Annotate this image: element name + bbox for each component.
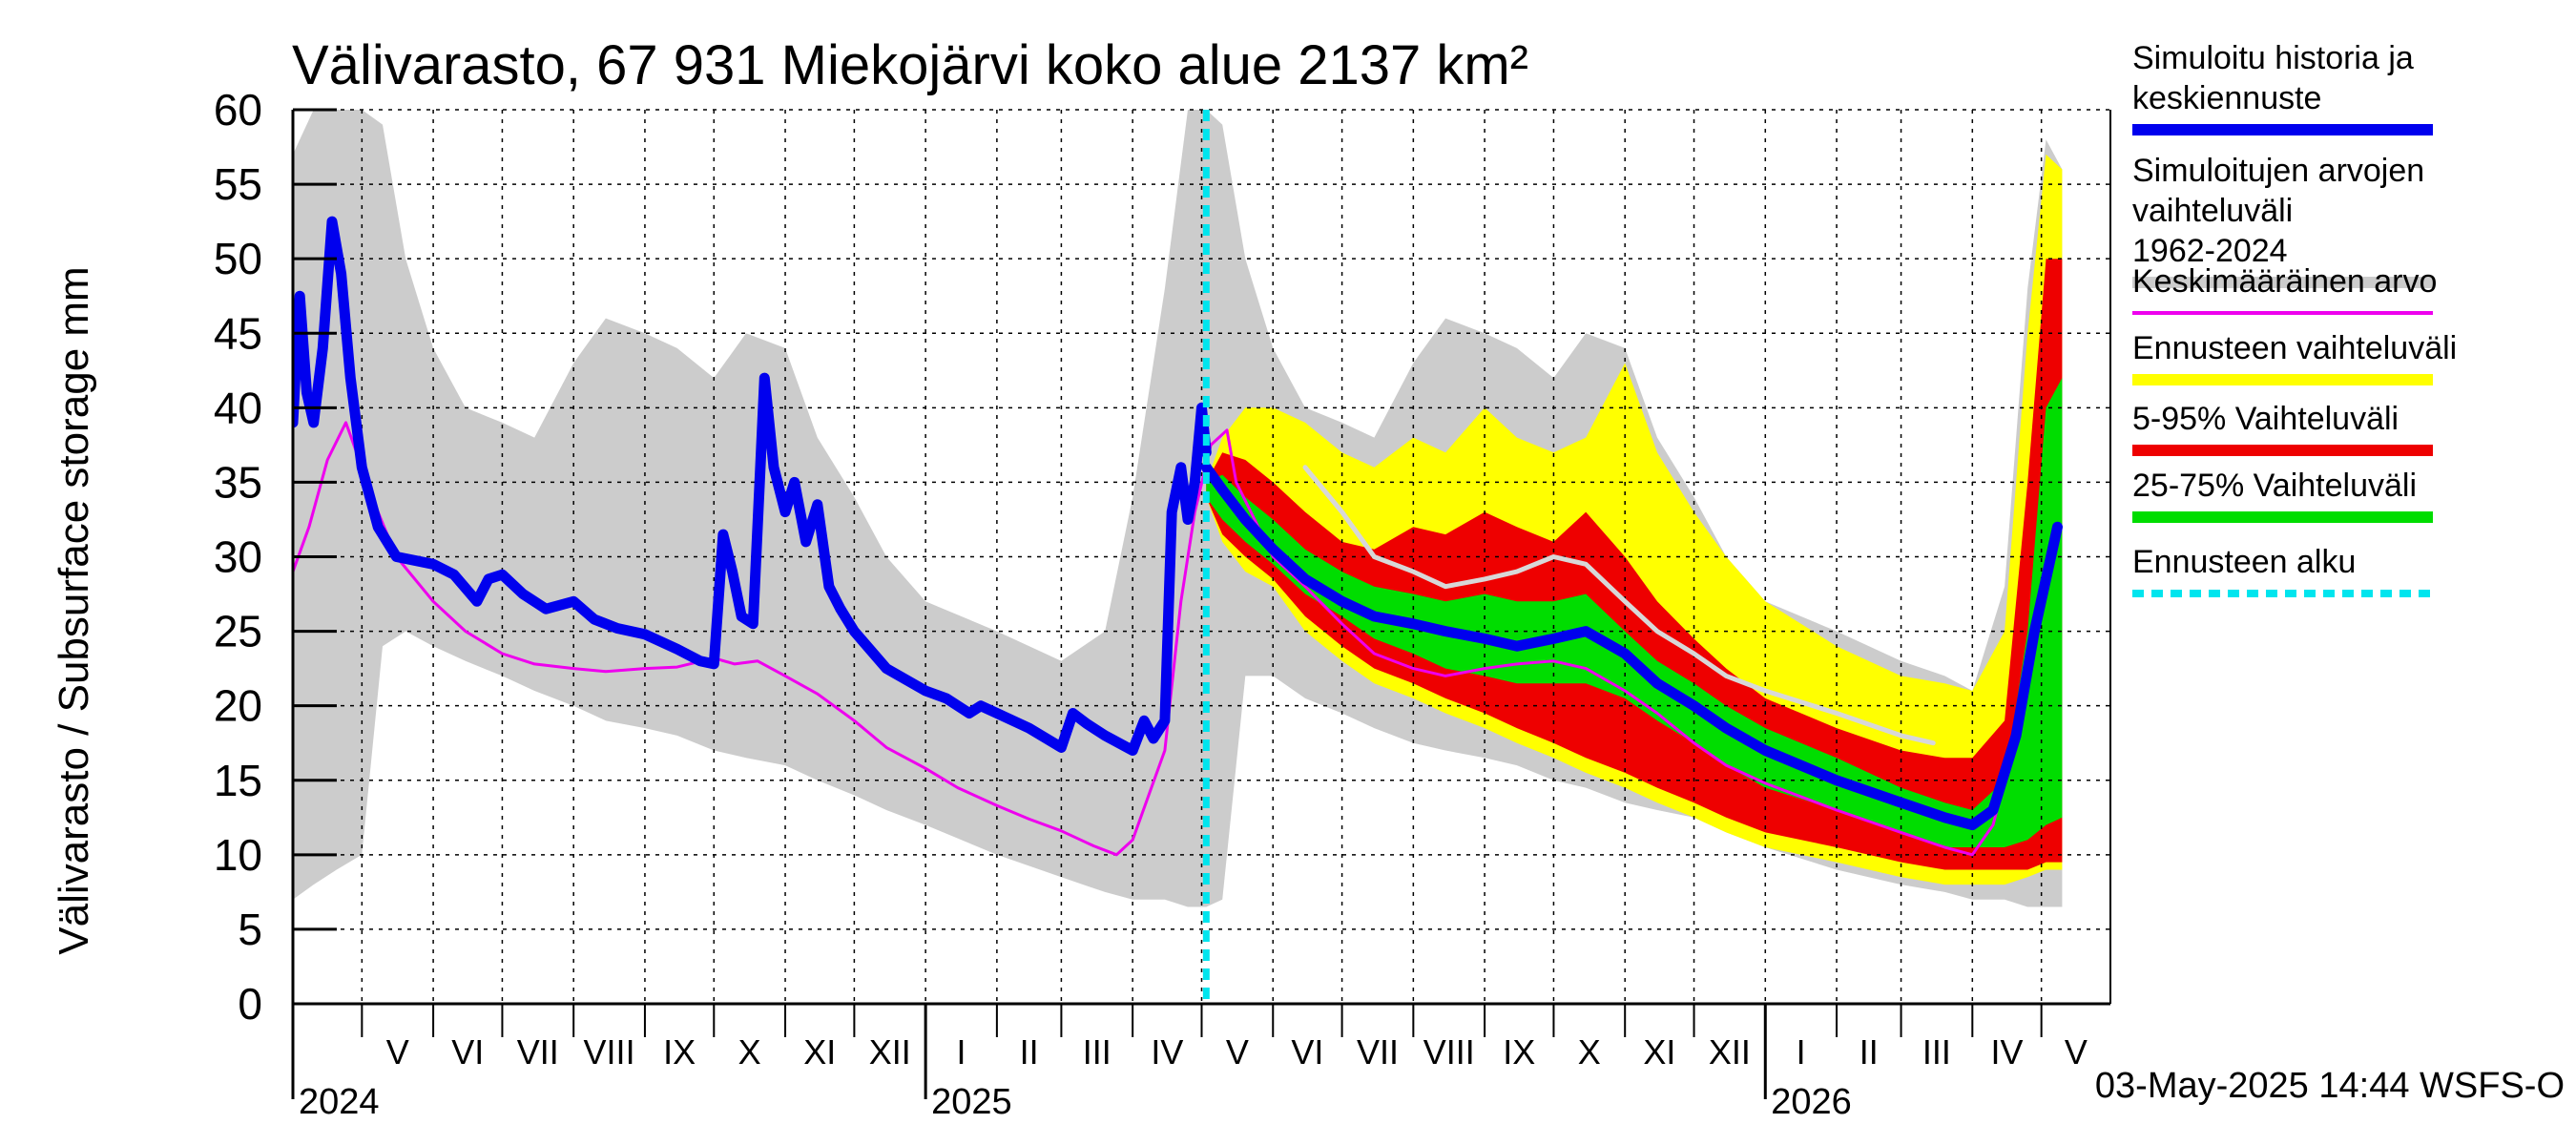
x-tick-label: VIII xyxy=(1423,1032,1475,1072)
axes xyxy=(291,108,2111,1099)
legend-label: 25-75% Vaihteluväli xyxy=(2132,468,2417,504)
legend-item-5-95-vaihteluvali: 5-95% Vaihteluväli xyxy=(2132,401,2433,456)
legend-item-25-75-vaihteluvali: 25-75% Vaihteluväli xyxy=(2132,468,2433,523)
legend-label: Simuloitujen arvojen vaihteluväli 1962-202… xyxy=(2132,153,2424,269)
year-label: 2024 xyxy=(299,1082,380,1122)
x-tick-label: II xyxy=(1020,1032,1039,1072)
legend-item-simuloitujen-arvojen-vaihteluvali-1962-2024: Simuloitujen arvojen vaihteluväli 1962-202… xyxy=(2132,153,2433,288)
x-tick-labels: V VI VII VIII IX X XI XII I II III IV V VI VII VIII IX X X… xyxy=(299,1032,2088,1122)
y-tick-label: 60 xyxy=(214,85,262,135)
x-tick-label: VII xyxy=(1357,1032,1399,1072)
chart-title: Välivarasto, 67 931 Miekojärvi koko alue… xyxy=(292,34,1528,96)
year-label: 2025 xyxy=(931,1082,1012,1122)
x-tick-label: VI xyxy=(1291,1032,1323,1072)
y-tick-label: 10 xyxy=(214,830,262,880)
band-ennusteen-vaihteluvali xyxy=(1206,154,2063,885)
line-keskimaarainen-arvo xyxy=(293,421,2052,857)
legend-label: Ennusteen alku xyxy=(2132,544,2356,580)
legend-item-keskimaarainen-arvo: Keskimääräinen arvo xyxy=(2132,263,2437,315)
x-tick-label: V xyxy=(386,1032,409,1072)
y-tick-label: 55 xyxy=(214,159,262,209)
timestamp: 03-May-2025 14:44 WSFS-O xyxy=(2095,1066,2565,1106)
y-tick-label: 35 xyxy=(214,457,262,507)
x-tick-label: XI xyxy=(1643,1032,1675,1072)
x-tick-label: XII xyxy=(869,1032,911,1072)
x-tick-label: IX xyxy=(663,1032,696,1072)
x-tick-label: II xyxy=(1859,1032,1879,1072)
y-tick-labels: 0 5 10 15 20 25 30 35 40 45 50 55 60 xyxy=(214,85,262,1029)
x-tick-label: III xyxy=(1922,1032,1951,1072)
x-tick-label: XI xyxy=(803,1032,836,1072)
line-simuloitu-historia xyxy=(293,216,1212,756)
x-tick-label: IX xyxy=(1503,1032,1535,1072)
y-tick-label: 15 xyxy=(214,756,262,805)
y-axis-label: Välivarasto / Subsurface storage mm xyxy=(51,266,97,954)
x-tick-label: VII xyxy=(517,1032,559,1072)
x-tick-label: I xyxy=(1797,1032,1806,1072)
x-tick-label: III xyxy=(1083,1032,1111,1072)
y-tick-label: 45 xyxy=(214,308,262,358)
y-tick-label: 30 xyxy=(214,532,262,582)
x-tick-label: XII xyxy=(1709,1032,1751,1072)
x-tick-label: V xyxy=(2065,1032,2088,1072)
line-edellinen-vuosi xyxy=(1302,465,1936,746)
y-tick-label: 0 xyxy=(238,979,262,1029)
x-tick-label: X xyxy=(738,1032,761,1072)
y-tick-label: 40 xyxy=(214,383,262,432)
y-tick-label: 25 xyxy=(214,607,262,656)
series-lines xyxy=(293,216,2063,857)
y-tick-label: 20 xyxy=(214,681,262,731)
x-tick-label: VIII xyxy=(584,1032,635,1072)
x-tick-label: V xyxy=(1226,1032,1249,1072)
x-tick-label: IV xyxy=(1990,1032,2023,1072)
y-tick-label: 5 xyxy=(238,905,262,954)
legend-item-ennusteen-alku: Ennusteen alku xyxy=(2132,544,2433,597)
x-tick-label: VI xyxy=(451,1032,484,1072)
legend-item-simuloitu-historia-ja-keskiennuste: Simuloitu historia ja keskiennuste xyxy=(2132,40,2433,135)
x-tick-label: IV xyxy=(1151,1032,1183,1072)
y-tick-label: 50 xyxy=(214,234,262,283)
legend-label: Keskimääräinen arvo xyxy=(2132,263,2437,300)
legend-label: 5-95% Vaihteluväli xyxy=(2132,401,2399,437)
legend-item-ennusteen-vaihteluvali: Ennusteen vaihteluväli xyxy=(2132,330,2457,385)
legend: Simuloitu historia ja keskiennuste Simuloi… xyxy=(2132,40,2457,597)
legend-label: Simuloitu historia ja keskiennuste xyxy=(2132,40,2414,116)
year-label: 2026 xyxy=(1771,1082,1852,1122)
x-tick-label: I xyxy=(957,1032,966,1072)
legend-label: Ennusteen vaihteluväli xyxy=(2132,330,2457,366)
x-tick-label: X xyxy=(1578,1032,1601,1072)
line-keskiennuste xyxy=(1200,462,2063,831)
